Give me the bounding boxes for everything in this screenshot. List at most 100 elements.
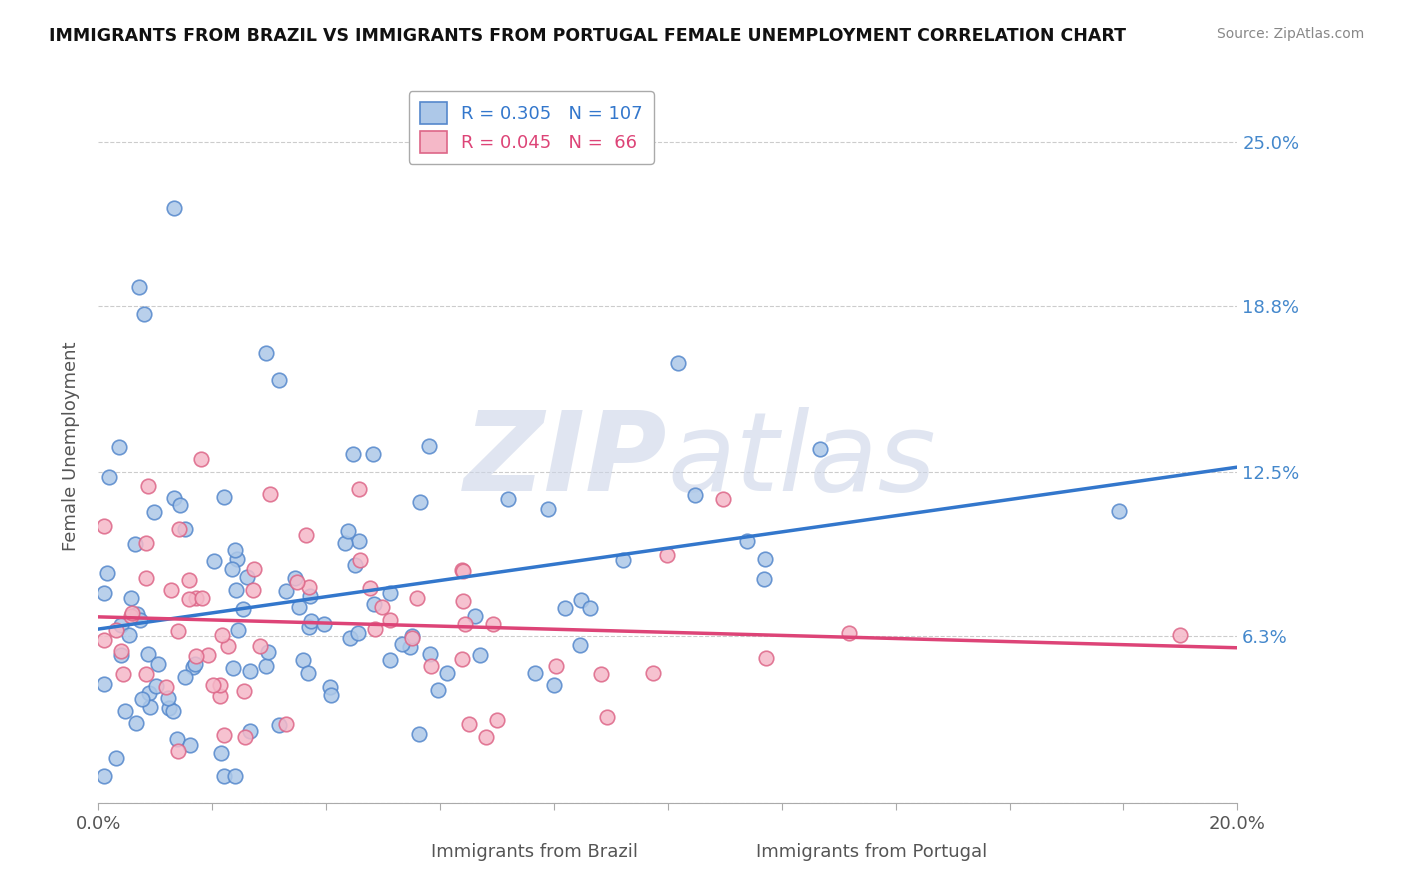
Point: [391, 638, 413, 652]
Text: atlas: atlas: [668, 407, 936, 514]
Point: [838, 626, 860, 640]
Point: [120, 591, 142, 605]
Point: [232, 602, 254, 616]
Point: [298, 581, 321, 595]
Point: [177, 574, 200, 588]
Point: [427, 682, 450, 697]
Point: [212, 490, 235, 504]
Point: [339, 631, 361, 645]
Point: [298, 589, 321, 603]
Point: [160, 582, 183, 597]
Point: [498, 491, 520, 506]
Point: [363, 597, 385, 611]
Point: [468, 648, 491, 662]
Point: [1170, 628, 1192, 642]
Point: [184, 649, 207, 664]
Point: [361, 447, 384, 461]
Point: [146, 657, 169, 671]
Point: [450, 651, 472, 665]
Point: [337, 524, 360, 538]
Point: [451, 563, 474, 577]
Point: [269, 717, 291, 731]
Point: [364, 622, 387, 636]
Point: [284, 571, 307, 585]
Point: [254, 659, 277, 673]
Point: [225, 582, 247, 597]
Point: [145, 679, 167, 693]
Point: [276, 716, 298, 731]
Point: [128, 613, 150, 627]
Point: [136, 478, 159, 492]
Point: [543, 678, 565, 692]
Point: [214, 728, 236, 742]
Point: [208, 678, 231, 692]
Point: [225, 551, 247, 566]
Point: [93, 632, 115, 647]
Point: [222, 660, 245, 674]
Point: [349, 482, 371, 496]
Point: [169, 499, 191, 513]
Point: [236, 570, 259, 584]
Point: [173, 670, 195, 684]
Point: [114, 704, 136, 718]
Point: [1108, 504, 1130, 518]
Point: [537, 501, 560, 516]
Point: [121, 606, 143, 620]
Point: [401, 629, 423, 643]
Point: [371, 600, 394, 615]
Point: [138, 700, 160, 714]
Point: [118, 628, 141, 642]
Point: [181, 660, 204, 674]
Point: [167, 522, 190, 536]
Point: [211, 628, 233, 642]
Point: [105, 751, 128, 765]
Point: [419, 648, 441, 662]
Point: [754, 552, 776, 566]
Point: [212, 769, 235, 783]
Point: [135, 667, 157, 681]
Point: [655, 548, 678, 562]
Point: [347, 625, 370, 640]
Point: [359, 581, 381, 595]
Point: [124, 536, 146, 550]
Point: [616, 148, 638, 162]
Point: [224, 543, 246, 558]
Point: [474, 730, 496, 744]
Legend: R = 0.305   N = 107, R = 0.045   N =  66: R = 0.305 N = 107, R = 0.045 N = 66: [409, 91, 654, 164]
Point: [595, 710, 617, 724]
Point: [242, 582, 264, 597]
Point: [138, 686, 160, 700]
Point: [179, 592, 201, 607]
Point: [157, 701, 180, 715]
Point: [755, 651, 778, 665]
Point: [752, 572, 775, 586]
Point: [464, 609, 486, 624]
Point: [287, 599, 309, 614]
Point: [451, 593, 474, 607]
Point: [110, 617, 132, 632]
Point: [298, 620, 321, 634]
Point: [166, 732, 188, 747]
Point: [93, 769, 115, 783]
Point: [299, 614, 322, 628]
Point: [347, 534, 370, 549]
Point: [239, 723, 262, 738]
Point: [458, 717, 481, 731]
Point: [453, 617, 475, 632]
Point: [579, 601, 602, 615]
Point: [202, 678, 225, 692]
Point: [294, 527, 316, 541]
Point: [110, 648, 132, 663]
Point: [186, 591, 208, 606]
Point: [202, 553, 225, 567]
Point: [735, 533, 758, 548]
Point: [93, 586, 115, 600]
Point: [163, 201, 186, 215]
Point: [399, 640, 422, 654]
Point: [233, 730, 256, 744]
Point: [297, 665, 319, 680]
Point: [486, 713, 509, 727]
Text: ZIP: ZIP: [464, 407, 668, 514]
Point: [342, 447, 364, 461]
Point: [110, 644, 132, 658]
